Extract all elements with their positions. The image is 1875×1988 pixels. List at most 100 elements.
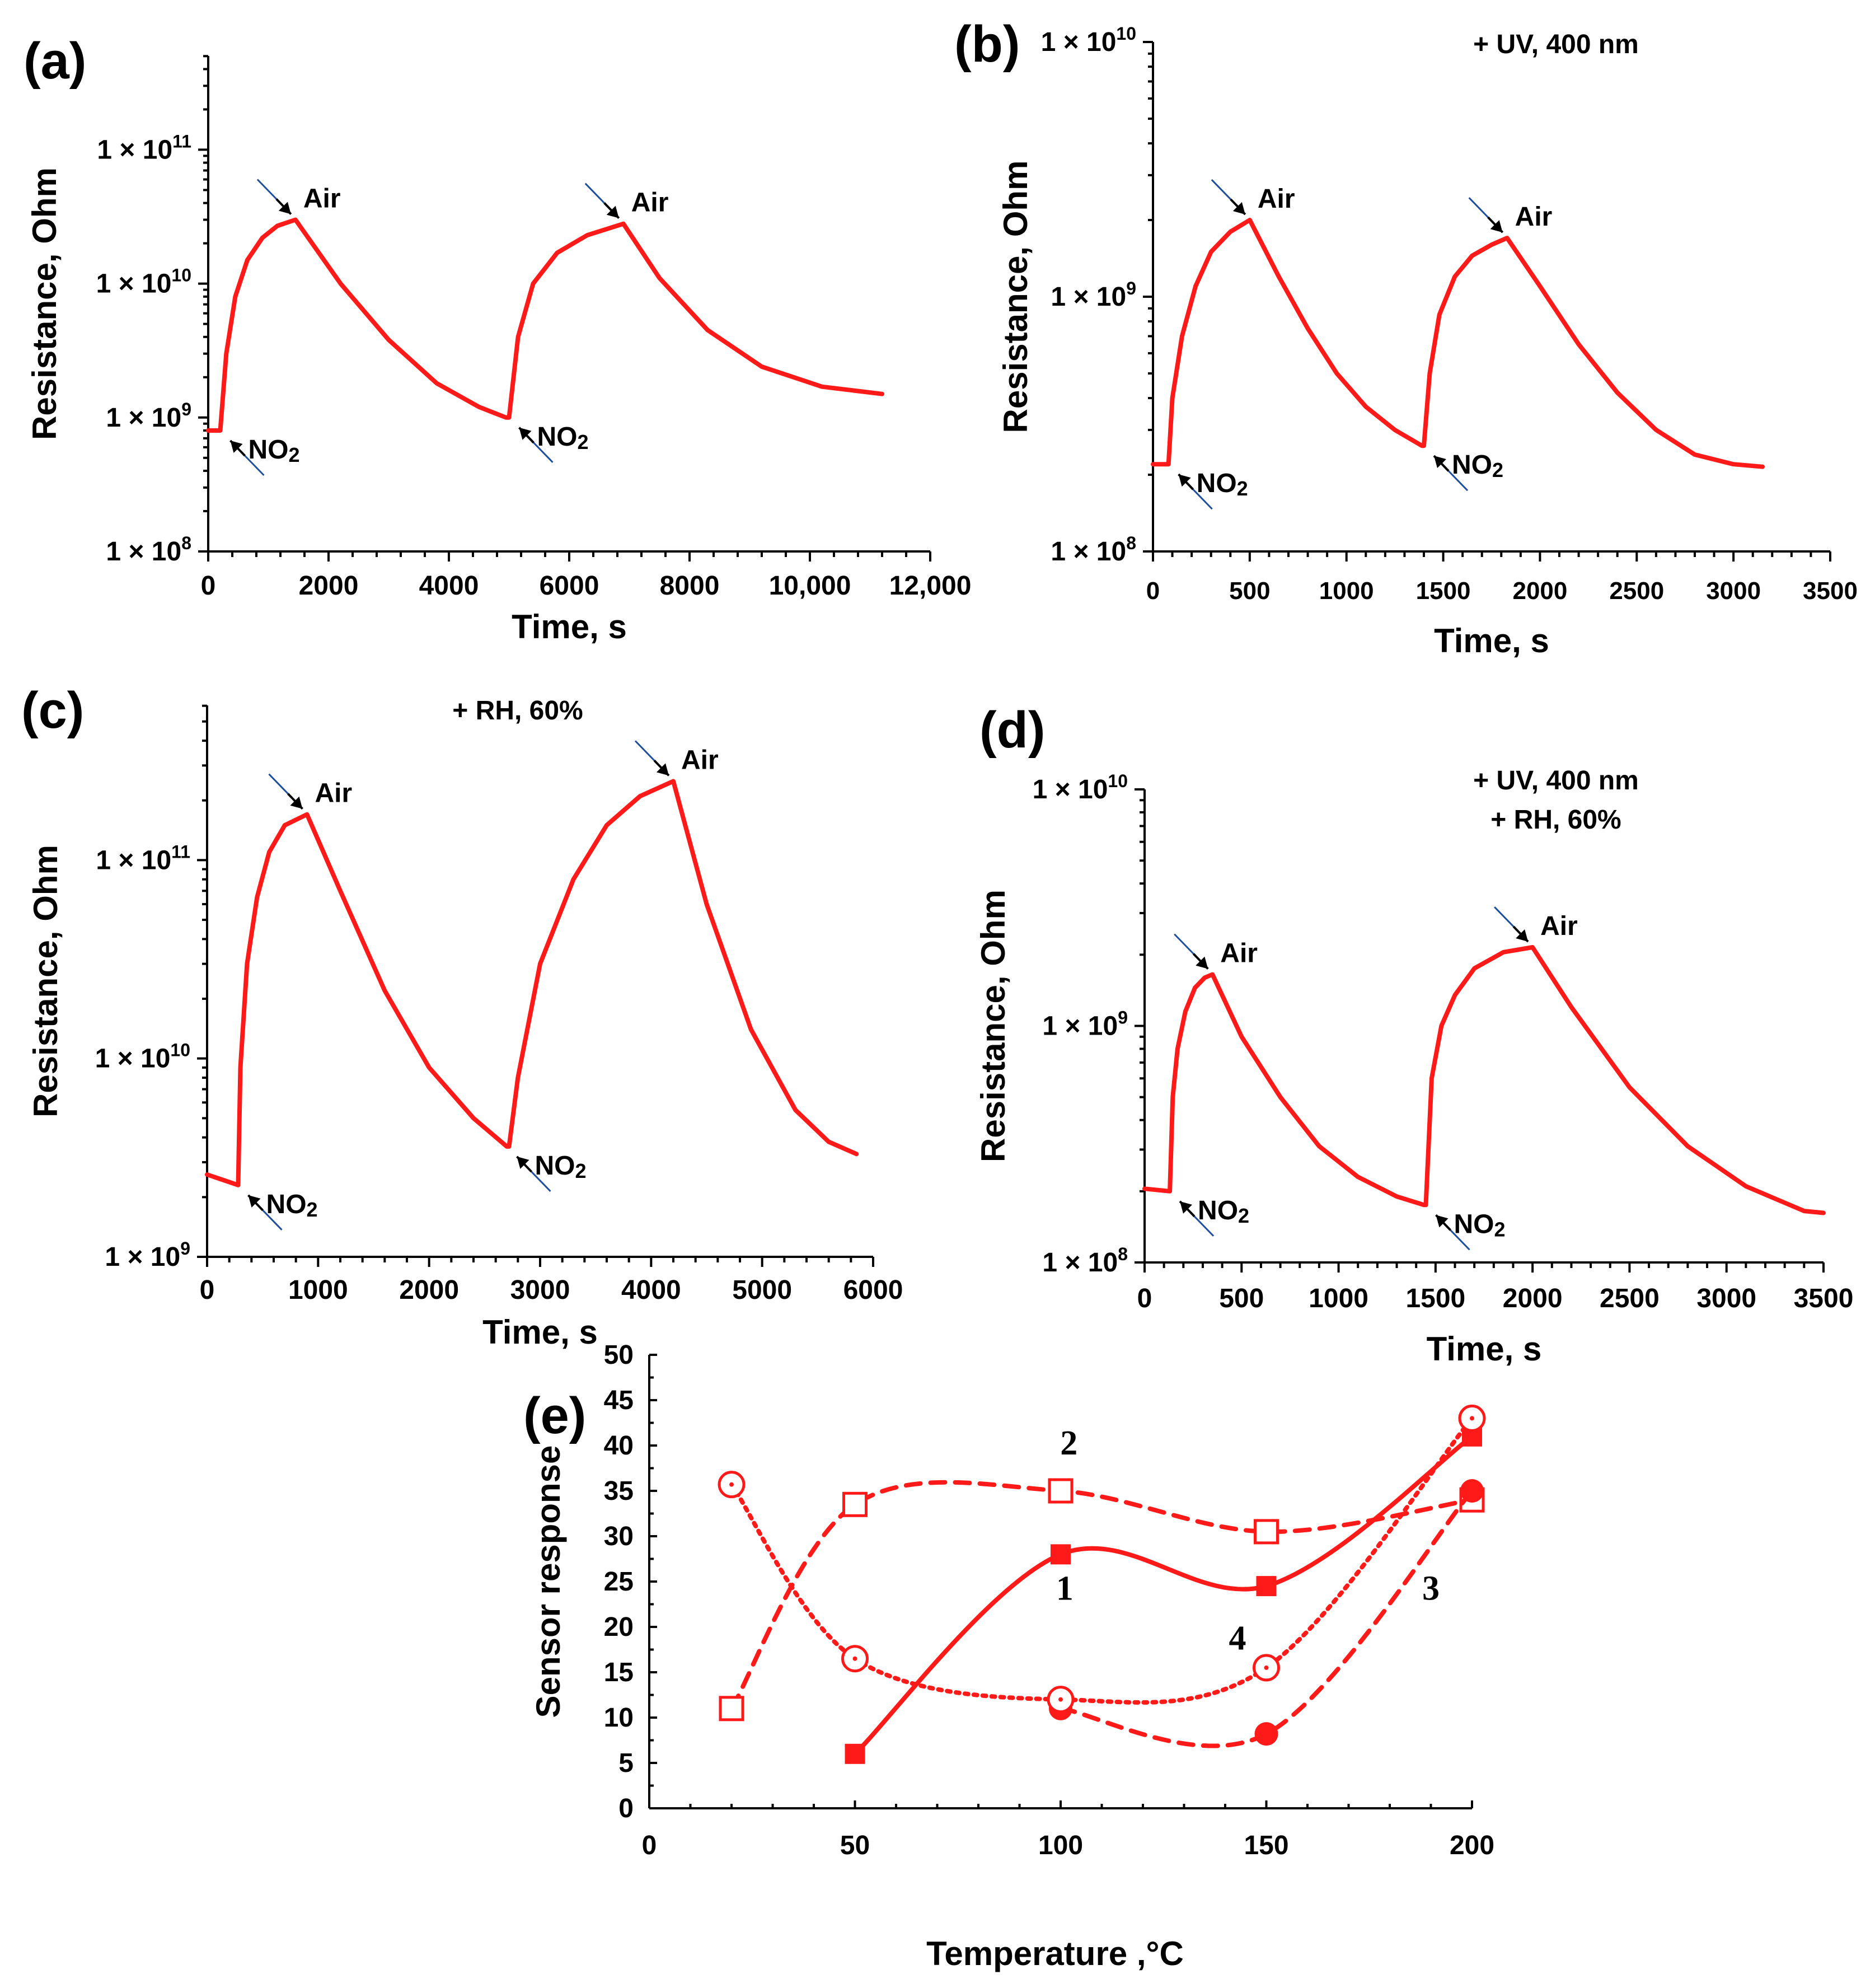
panel-label: (d) (979, 701, 1045, 759)
annotation-label: Air (631, 188, 669, 218)
y-tick-label: 1 × 109 (1042, 1008, 1128, 1041)
series-1-line (852, 1434, 1474, 1756)
arrow-tail (584, 183, 605, 204)
y-tick-label: 1 × 109 (1051, 278, 1136, 312)
annotation-label: NO2 (266, 1190, 318, 1221)
arrow-head (606, 205, 619, 218)
x-tick-label: 0 (1146, 577, 1160, 605)
panel-label: (c) (21, 682, 84, 739)
y-tick-label: 1 × 1010 (95, 1040, 190, 1074)
x-tick-label: 1500 (1405, 1284, 1465, 1313)
series-4-marker-dot (1470, 1416, 1474, 1421)
y-tick-label: 50 (604, 1340, 634, 1370)
arrow-tail (1193, 1215, 1215, 1237)
y-tick-label: 1 × 109 (106, 399, 191, 433)
x-tick-label: 1000 (1319, 577, 1374, 605)
series-3-marker (1460, 1479, 1484, 1503)
arrow-head (248, 1195, 261, 1208)
x-tick-label: 5000 (732, 1275, 792, 1305)
resistance-curve (1142, 945, 1826, 1215)
y-axis-title: Resistance, Ohm (997, 161, 1034, 433)
arrow-tail (1450, 1229, 1470, 1251)
arrow-tail (262, 1209, 283, 1231)
arrow-head (1490, 220, 1503, 233)
y-axis-title: Resistance, Ohm (27, 845, 64, 1117)
arrow-tail (268, 773, 289, 794)
x-tick-label: 1000 (288, 1275, 348, 1305)
x-tick-label: 0 (642, 1831, 657, 1860)
panel-1: (b) 0 500 1000 1500 2000 2500 3000 3500 1 × 108 1 … (954, 16, 1858, 659)
arrow-head (1516, 929, 1529, 942)
arrow-head (657, 763, 669, 776)
series-2-marker (1048, 1478, 1074, 1504)
arrow-head (1180, 1201, 1193, 1214)
arrow-head (1232, 202, 1245, 215)
arrow-tail (1494, 906, 1515, 928)
x-tick-label: 2500 (1600, 1284, 1660, 1313)
x-tick-label: 0 (1137, 1284, 1152, 1313)
x-tick-label: 2500 (1609, 577, 1664, 605)
x-axis-title: Time, s (512, 608, 627, 645)
x-axis-title: Time, s (482, 1313, 598, 1351)
x-tick-label: 4000 (419, 571, 479, 601)
x-tick-label: 500 (1219, 1284, 1264, 1313)
curve-number-label: 2 (1060, 1424, 1077, 1462)
x-tick-label: 100 (1038, 1831, 1083, 1860)
x-tick-label: 6000 (540, 571, 599, 601)
y-axis-title: Sensor response (529, 1446, 567, 1718)
y-tick-label: 5 (618, 1748, 634, 1778)
x-tick-label: 2000 (399, 1275, 459, 1305)
curve-number-label: 1 (1056, 1569, 1074, 1607)
series-1-marker (1256, 1576, 1277, 1597)
arrow-head (290, 796, 303, 809)
y-tick-label: 1 × 108 (106, 533, 191, 567)
y-tick-label: 25 (604, 1567, 634, 1597)
panel-e: (e) 0 5 10 15 20 25 30 35 40 45 50 0 50 100 150 200 Tempe… (523, 1340, 1494, 1972)
y-tick-label: 1 × 1011 (97, 131, 191, 165)
y-tick-label: 15 (604, 1658, 634, 1687)
arrow-tail (1192, 489, 1213, 510)
arrow-head (1436, 1215, 1449, 1228)
series-1-marker (1051, 1544, 1071, 1565)
x-tick-label: 2000 (299, 571, 359, 601)
arrow-head (1178, 474, 1191, 487)
curve-number-label: 3 (1422, 1569, 1440, 1607)
resistance-curve (205, 779, 859, 1187)
panel-label: (a) (24, 32, 86, 90)
condition-label: + UV, 400 nm (1473, 766, 1639, 796)
y-tick-label: 1 × 1010 (96, 265, 191, 299)
x-tick-label: 6000 (843, 1275, 903, 1305)
panel-label: (e) (523, 1387, 586, 1444)
x-tick-label: 500 (1229, 577, 1270, 605)
y-tick-label: 10 (604, 1703, 634, 1733)
y-tick-label: 40 (604, 1431, 634, 1461)
curve-number-label: 4 (1229, 1620, 1246, 1658)
x-tick-label: 3500 (1794, 1284, 1854, 1313)
series-2-marker (842, 1491, 868, 1517)
annotation-label: Air (1258, 184, 1295, 214)
panel-0: (a) 0 2000 4000 6000 8000 10,000 12,000 1 × 108 1… (24, 32, 971, 645)
x-tick-label: 3500 (1803, 577, 1858, 605)
annotation-label: NO2 (537, 422, 589, 453)
annotation-label: Air (1540, 911, 1578, 941)
arrow-head (1196, 956, 1208, 969)
condition-label: + RH, 60% (452, 696, 583, 726)
annotation-label: Air (1220, 939, 1258, 969)
arrow-tail (1468, 197, 1489, 218)
annotation-label: Air (681, 745, 719, 775)
condition-label: + UV, 400 nm (1473, 30, 1639, 59)
series-4-line (729, 1416, 1474, 1705)
y-tick-label: 1 × 1010 (1041, 24, 1136, 57)
y-tick-label: 0 (618, 1794, 634, 1823)
arrow-head (1434, 456, 1446, 469)
series-2-marker (719, 1696, 744, 1722)
series-4-marker-dot (852, 1656, 857, 1661)
y-tick-label: 30 (604, 1522, 634, 1551)
arrow-head (278, 202, 291, 214)
annotation-label: Air (1515, 202, 1553, 232)
arrow-head (230, 440, 243, 453)
x-tick-label: 0 (201, 571, 216, 601)
y-tick-label: 1 × 1010 (1033, 771, 1128, 804)
annotation-label: Air (303, 184, 341, 213)
